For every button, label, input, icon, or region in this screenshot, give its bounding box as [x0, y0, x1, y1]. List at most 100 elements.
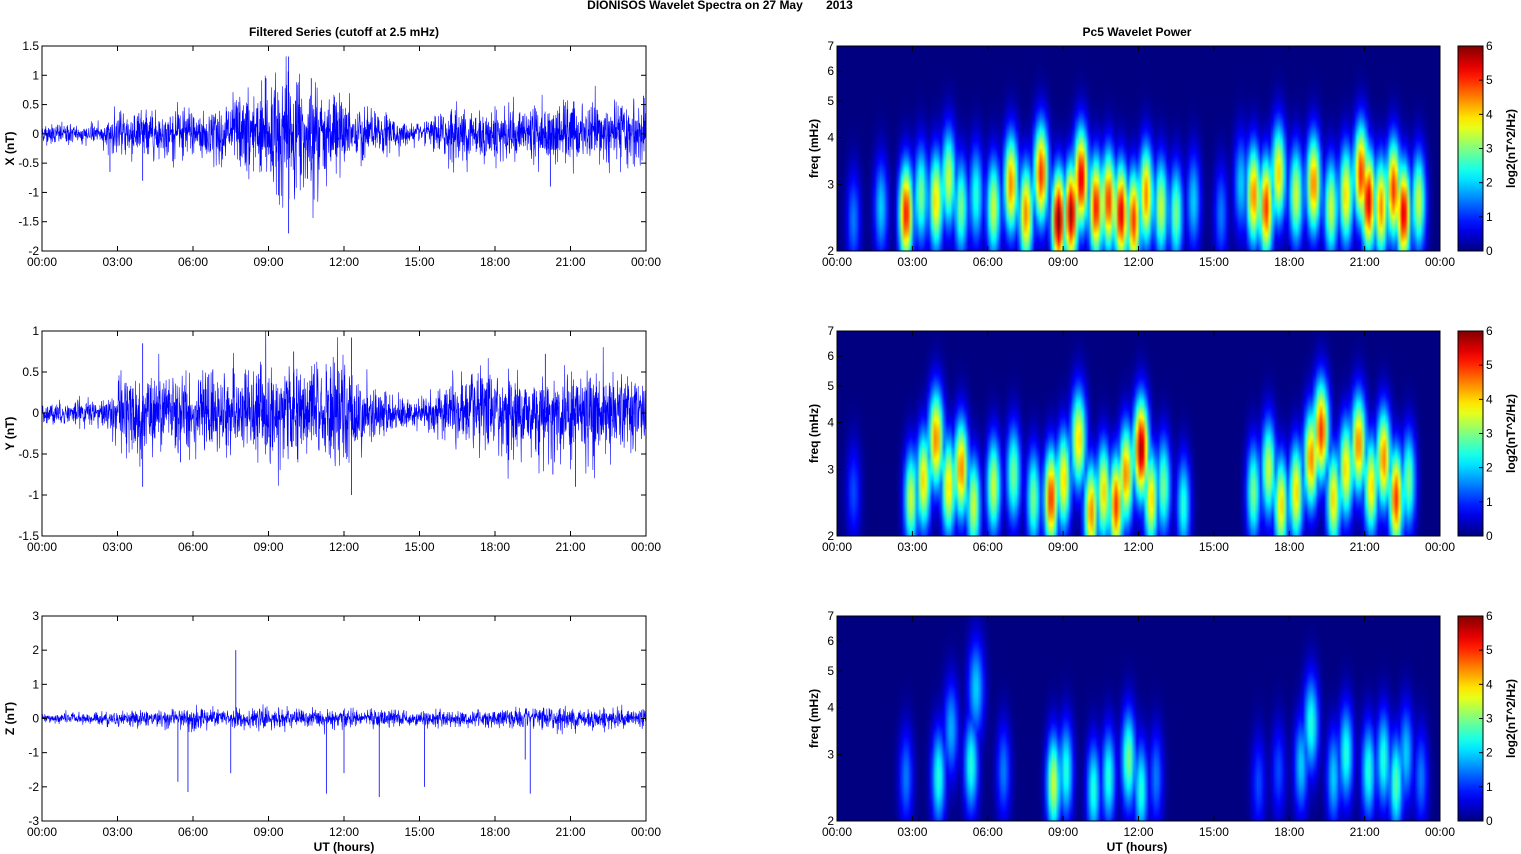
wavelet-2-xtick-label: 09:00 [1048, 540, 1078, 554]
series-y-xtick-label: 00:00 [631, 540, 661, 554]
series-z-xtick-label: 09:00 [253, 825, 283, 839]
series-x-xtick-label: 06:00 [178, 255, 208, 269]
series-x-xtick-label: 09:00 [253, 255, 283, 269]
wavelet-3-colorbar-tick-label: 4 [1486, 677, 1493, 691]
series-z-ytick-label: 3 [32, 609, 39, 623]
wavelet-3-colorbar-tick-label: 2 [1486, 746, 1493, 760]
series-x-ytick-label: -2 [28, 244, 39, 258]
wavelet-2-colorbar-tick-label: 4 [1486, 392, 1493, 406]
series-z-xtick-label: 18:00 [480, 825, 510, 839]
left-x-axis-label: UT (hours) [314, 840, 375, 854]
wavelet-1-xtick-label: 00:00 [822, 255, 852, 269]
wavelet-3-colorbar-tick-label: 1 [1486, 780, 1493, 794]
wavelet-3-xtick-label: 09:00 [1048, 825, 1078, 839]
left-column-title: Filtered Series (cutoff at 2.5 mHz) [249, 25, 439, 39]
series-x-ytick-label: 0.5 [22, 98, 39, 112]
series-x-line [42, 56, 646, 219]
series-y-xtick-label: 12:00 [329, 540, 359, 554]
wavelet-3-xtick-label: 18:00 [1274, 825, 1304, 839]
series-y-ytick-label: -1.5 [18, 529, 39, 543]
series-z-xtick-label: 21:00 [555, 825, 585, 839]
wavelet-2-colorbar [1457, 330, 1484, 537]
right-x-axis-label: UT (hours) [1107, 840, 1168, 854]
series-x-xtick-label: 00:00 [27, 255, 57, 269]
wavelet-1-colorbar-tick-label: 4 [1486, 107, 1493, 121]
wavelet-2-colorbar-tick-label: 2 [1486, 461, 1493, 475]
wavelet-1-colorbar-tick-label: 1 [1486, 210, 1493, 224]
wavelet-1-ylabel: freq (mHz) [807, 119, 821, 178]
series-y-xtick-label: 03:00 [102, 540, 132, 554]
wavelet-1-xtick-label: 21:00 [1350, 255, 1380, 269]
wavelet-3-ytick-label: 3 [827, 748, 834, 762]
wavelet-2-colorbar-tick-label: 6 [1486, 324, 1493, 338]
series-x-xtick-label: 00:00 [631, 255, 661, 269]
wavelet-1-ytick-label: 7 [827, 39, 834, 53]
wavelet-2-ytick-label: 6 [827, 349, 834, 363]
series-x-ylabel: X (nT) [3, 132, 17, 166]
series-y-xtick-label: 15:00 [404, 540, 434, 554]
wavelet-2-ytick-label: 3 [827, 463, 834, 477]
series-x-ytick-label: -1 [28, 185, 39, 199]
wavelet-2-xtick-label: 06:00 [973, 540, 1003, 554]
wavelet-2-ytick-label: 2 [827, 529, 834, 543]
wavelet-1-ytick-label: 3 [827, 178, 834, 192]
wavelet-3-colorbar-tick-label: 3 [1486, 712, 1493, 726]
series-z-xtick-label: 15:00 [404, 825, 434, 839]
series-y-xtick-label: 09:00 [253, 540, 283, 554]
series-z-ytick-label: 0 [32, 712, 39, 726]
wavelet-3-colorbar [1457, 615, 1484, 822]
series-z-xtick-label: 03:00 [102, 825, 132, 839]
wavelet-3-colorbar-tick-label: 0 [1486, 814, 1493, 828]
wavelet-3-colorbar-tick-label: 6 [1486, 609, 1493, 623]
wavelet-3-ytick-label: 5 [827, 664, 834, 678]
wavelet-3-xtick-label: 06:00 [973, 825, 1003, 839]
wavelet-3-colorbar-tick-label: 5 [1486, 643, 1493, 657]
wavelet-2-ytick-label: 4 [827, 416, 834, 430]
series-x-xtick-label: 03:00 [102, 255, 132, 269]
wavelet-2-ytick-label: 7 [827, 324, 834, 338]
wavelet-3-xtick-label: 00:00 [1425, 825, 1455, 839]
wavelet-3-ylabel: freq (mHz) [807, 689, 821, 748]
series-y-ytick-label: 0 [32, 406, 39, 420]
right-column-title: Pc5 Wavelet Power [1083, 25, 1192, 39]
series-z-ylabel: Z (nT) [3, 702, 17, 735]
wavelet-3-ytick-label: 7 [827, 609, 834, 623]
wavelet-1-ytick-label: 6 [827, 64, 834, 78]
wavelet-3-xtick-label: 15:00 [1199, 825, 1229, 839]
wavelet-3-xtick-label: 00:00 [822, 825, 852, 839]
series-y-xtick-label: 06:00 [178, 540, 208, 554]
wavelet-1-ytick-label: 5 [827, 94, 834, 108]
wavelet-1-xtick-label: 12:00 [1123, 255, 1153, 269]
wavelet-1-xtick-label: 03:00 [897, 255, 927, 269]
series-z-xtick-label: 00:00 [27, 825, 57, 839]
wavelet-3-xtick-label: 12:00 [1123, 825, 1153, 839]
series-y-ytick-label: 1 [32, 324, 39, 338]
wavelet-1-colorbar-label: log2(nT^2/Hz) [1504, 109, 1518, 188]
series-y-ylabel: Y (nT) [3, 417, 17, 451]
wavelet-1-colorbar-tick-label: 6 [1486, 39, 1493, 53]
wavelet-2-xtick-label: 18:00 [1274, 540, 1304, 554]
wavelet-2-colorbar-tick-label: 5 [1486, 358, 1493, 372]
series-y-ytick-label: -1 [28, 488, 39, 502]
series-x-ytick-label: -0.5 [18, 156, 39, 170]
wavelet-2-heatmap-image [837, 331, 1440, 536]
wavelet-1-xtick-label: 06:00 [973, 255, 1003, 269]
wavelet-3-heatmap-image [837, 616, 1440, 821]
wavelet-3-ytick-label: 6 [827, 634, 834, 648]
wavelet-1-colorbar-tick-label: 2 [1486, 176, 1493, 190]
wavelet-3-ytick-label: 4 [827, 701, 834, 715]
series-x-xtick-label: 15:00 [404, 255, 434, 269]
wavelet-3-xtick-label: 03:00 [897, 825, 927, 839]
series-y-xtick-label: 18:00 [480, 540, 510, 554]
series-x-xtick-label: 18:00 [480, 255, 510, 269]
wavelet-2-ytick-label: 5 [827, 379, 834, 393]
series-z-xtick-label: 00:00 [631, 825, 661, 839]
wavelet-1-colorbar-tick-label: 3 [1486, 142, 1493, 156]
wavelet-3-xtick-label: 21:00 [1350, 825, 1380, 839]
series-x-ytick-label: -1.5 [18, 215, 39, 229]
series-z-ytick-label: -3 [28, 814, 39, 828]
series-z-ytick-label: -2 [28, 780, 39, 794]
figure-suptitle: DIONISOS Wavelet Spectra on 27 May 2013 [587, 0, 853, 12]
wavelet-2-colorbar-tick-label: 0 [1486, 529, 1493, 543]
